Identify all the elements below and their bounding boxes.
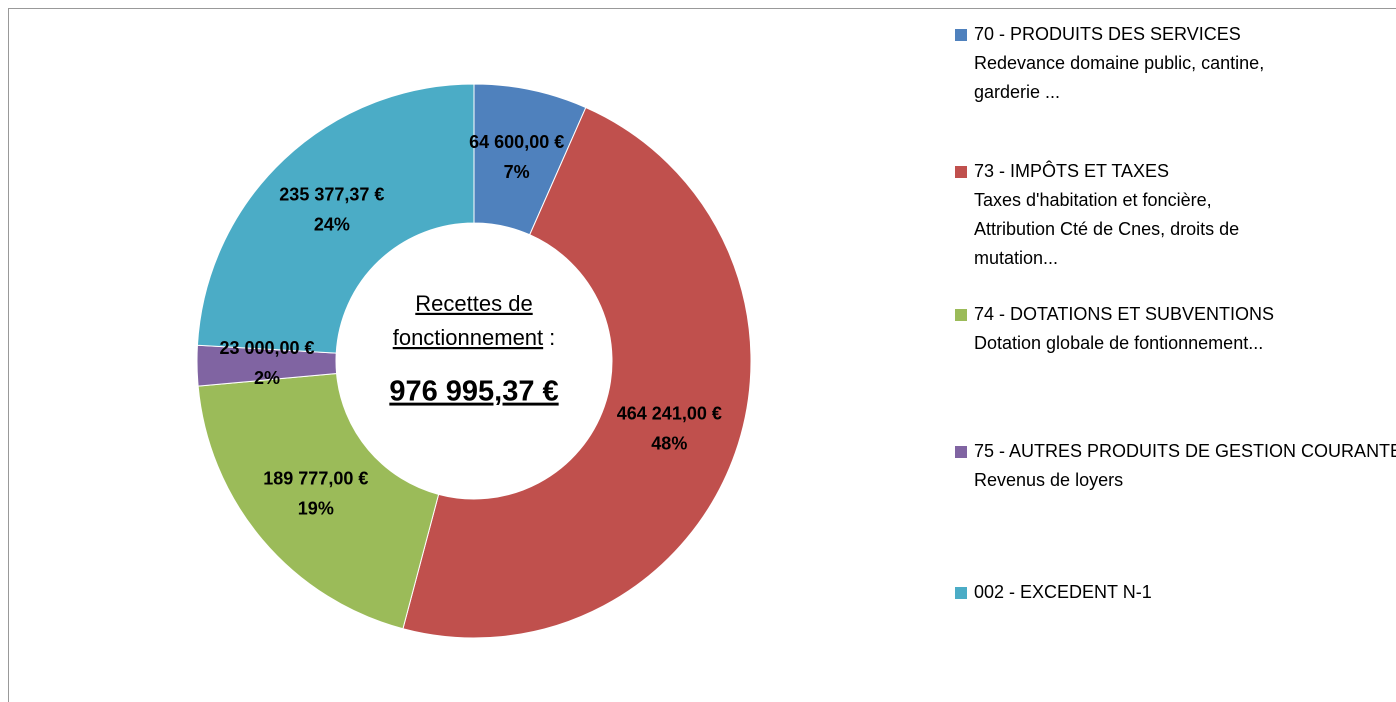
percent-label: 48% [651, 433, 687, 453]
legend-description: garderie ... [974, 82, 1060, 102]
frame [8, 8, 1396, 702]
center-label: fonctionnement [393, 325, 543, 350]
value-label: 235 377,37 € [279, 184, 384, 204]
center-label: fonctionnement: [393, 325, 556, 350]
legend-label: 002 - EXCEDENT N-1 [974, 582, 1152, 602]
legend-description: Taxes d'habitation et foncière, [974, 190, 1212, 210]
legend-description: Dotation globale de fontionnement... [974, 333, 1263, 353]
legend-label: 73 - IMPÔTS ET TAXES [974, 160, 1169, 181]
legend-description: Revenus de loyers [974, 470, 1123, 490]
legend-description: Redevance domaine public, cantine, [974, 53, 1264, 73]
percent-label: 7% [504, 162, 530, 182]
legend-description: mutation... [974, 248, 1058, 268]
slice [197, 372, 440, 630]
legend-swatch [955, 587, 967, 599]
value-label: 464 241,00 € [617, 403, 722, 423]
legend-label: 75 - AUTRES PRODUITS DE GESTION COURANTE [974, 441, 1396, 461]
percent-label: 19% [298, 498, 334, 518]
legend-swatch [955, 446, 967, 458]
value-label: 64 600,00 € [469, 132, 564, 152]
center-separator: : [549, 325, 555, 350]
legend-description: Attribution Cté de Cnes, droits de [974, 219, 1239, 239]
legend-label: 70 - PRODUITS DES SERVICES [974, 24, 1241, 44]
center-label: Recettes de [415, 291, 532, 316]
legend-swatch [955, 309, 967, 321]
value-label: 23 000,00 € [219, 338, 314, 358]
legend-swatch [955, 29, 967, 41]
value-label: 189 777,00 € [263, 468, 368, 488]
slices [196, 83, 752, 639]
slice [196, 83, 475, 354]
slice [402, 106, 752, 639]
legend-swatch [955, 166, 967, 178]
percent-label: 24% [314, 214, 350, 234]
percent-label: 2% [254, 368, 280, 388]
center-total: 976 995,37 € [389, 376, 558, 408]
legend-label: 74 - DOTATIONS ET SUBVENTIONS [974, 304, 1274, 324]
